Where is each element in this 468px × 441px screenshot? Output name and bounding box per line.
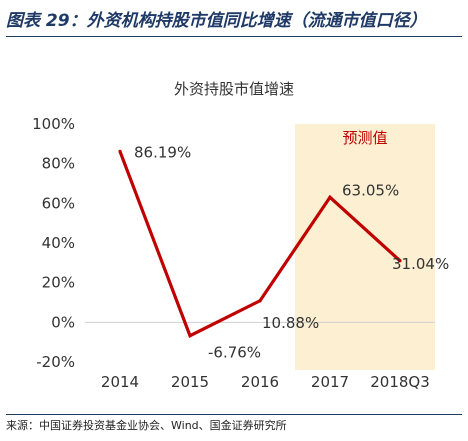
figure-title: 图表 29：外资机构持股市值同比增速（流通市值口径） [6,11,427,31]
data-label: -6.76% [208,344,261,362]
line-chart: 外资持股市值增速 预测值 -20% 0% 20% 40% 60% 80% 100% 2014… [32,80,449,391]
x-axis-ticks: 2014 2015 2016 2017 2018Q3 [101,373,430,391]
title-divider [6,36,462,37]
x-tick-label: 2016 [241,373,279,391]
y-axis-ticks: -20% 0% 20% 40% 60% 80% 100% [32,115,75,371]
y-tick-label: 20% [42,274,75,292]
data-point [328,195,332,199]
data-label: 31.04% [392,255,449,273]
forecast-label: 预测值 [342,129,387,147]
chart-title: 外资持股市值增速 [174,80,294,98]
data-label: 10.88% [262,314,319,332]
y-tick-label: 100% [32,115,75,133]
series-points [118,149,402,338]
source-divider [6,414,462,415]
data-point [118,149,122,153]
forecast-region [295,124,435,370]
x-tick-label: 2018Q3 [370,373,430,391]
figure-source: 来源：中国证券投资基金业协会、Wind、国金证券研究所 [6,419,287,432]
data-label: 86.19% [134,143,191,161]
data-label: 63.05% [342,181,399,199]
y-tick-label: 40% [42,234,75,252]
y-tick-label: -20% [36,353,75,371]
data-point [188,334,192,338]
x-tick-label: 2017 [311,373,349,391]
data-point [258,299,262,303]
x-tick-label: 2015 [171,373,209,391]
y-tick-label: 80% [42,155,75,173]
data-point [398,259,402,263]
x-tick-label: 2014 [101,373,139,391]
data-labels: 86.19% -6.76%10.88% 63.05% 31.04% [134,143,449,361]
y-tick-label: 0% [51,313,75,331]
y-tick-label: 60% [42,194,75,212]
